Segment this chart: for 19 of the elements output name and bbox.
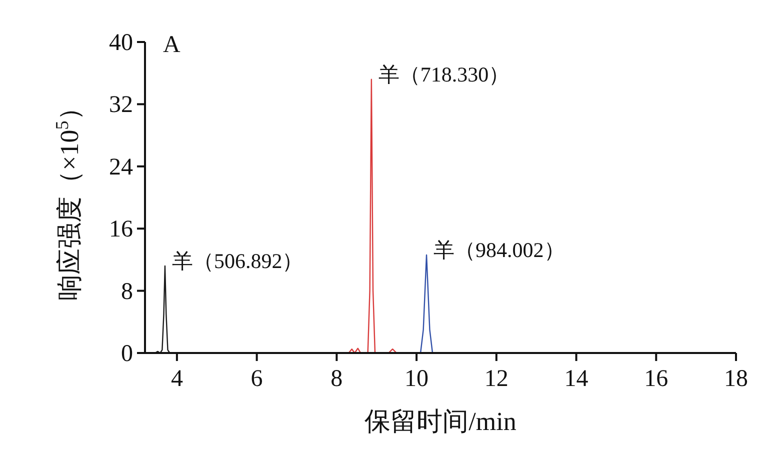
x-tick-label: 8 [330, 366, 343, 392]
x-tick-label: 14 [564, 366, 588, 392]
x-tick-label: 4 [170, 366, 183, 392]
y-tick-label: 40 [109, 30, 133, 56]
annotation: 羊（718.330） [378, 62, 510, 86]
x-tick-label: 16 [644, 366, 668, 392]
x-tick-label: 6 [250, 366, 263, 392]
x-tick-label: 10 [404, 366, 429, 392]
x-tick-label: 12 [484, 366, 508, 392]
y-tick-label: 32 [109, 92, 133, 118]
y-tick-label: 24 [109, 154, 133, 180]
annotation: 羊（984.002） [434, 238, 565, 262]
y-tick-label: 0 [121, 341, 133, 367]
y-tick-label: 8 [121, 278, 133, 305]
y-tick-label: 16 [109, 216, 133, 243]
x-axis-title: 保留时间/min [364, 407, 516, 436]
annotation: A [163, 32, 181, 58]
annotation: 羊（506.892） [172, 248, 304, 273]
x-tick-label: 18 [724, 366, 748, 392]
